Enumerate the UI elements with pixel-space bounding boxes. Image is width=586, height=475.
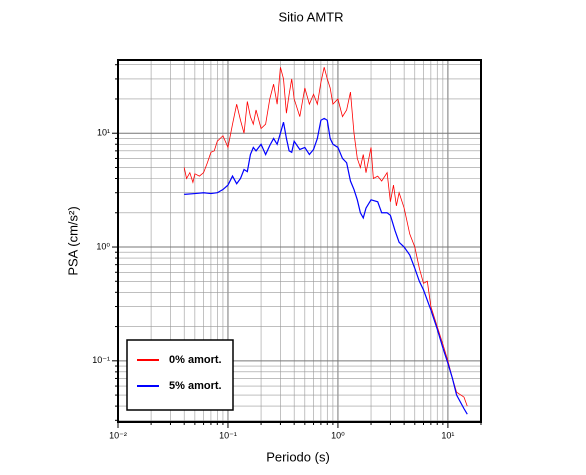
series-line (184, 117, 468, 415)
legend-label: 5% amort. (169, 380, 222, 392)
x-tick-label: 10⁻² (109, 430, 127, 440)
x-tick-label: 10⁻¹ (219, 430, 237, 440)
x-tick-label: 10¹ (441, 430, 454, 440)
legend-box (126, 339, 234, 411)
series-line (183, 67, 468, 407)
y-tick-label: 10⁰ (96, 241, 110, 251)
plot-frame (117, 59, 482, 423)
x-axis-label: Periodo (s) (266, 449, 330, 464)
y-axis-label: PSA (cm/s²) (65, 206, 80, 275)
x-tick-label: 10⁰ (331, 430, 345, 440)
y-tick-label: 10¹ (97, 128, 110, 138)
legend-label: 0% amort. (169, 354, 222, 366)
chart-title: Sitio AMTR (278, 9, 343, 24)
y-tick-label: 10⁻¹ (92, 355, 110, 365)
